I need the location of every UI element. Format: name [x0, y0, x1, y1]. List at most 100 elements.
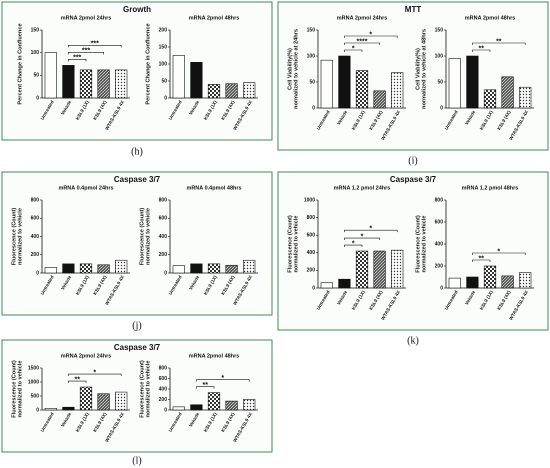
- panel-label: (l): [132, 455, 141, 466]
- y-axis-label: Fluorescence (Count): [11, 208, 17, 266]
- y-axis-label: Fluorescence (Count): [139, 208, 145, 266]
- y-tick-label: 200: [159, 397, 168, 403]
- y-tick-label: 100: [31, 50, 40, 56]
- y-tick-label: 200: [31, 252, 40, 258]
- y-tick-label: 100: [159, 61, 168, 67]
- panel-label: (j): [132, 320, 141, 331]
- bar: [207, 84, 221, 99]
- chart-title: mRNA 1.2 pmol 24hrs: [334, 185, 391, 191]
- chart-title: mRNA 0.4pmol 48hrs: [186, 185, 241, 191]
- y-tick-label: 200: [435, 263, 444, 269]
- y-tick-label: 200: [159, 27, 168, 33]
- significance-bracket: [472, 252, 526, 255]
- y-axis-label: Percent Change in Confluence: [17, 23, 23, 104]
- significance-label: *: [369, 226, 372, 233]
- significance-bracket: [196, 386, 215, 389]
- bar: [373, 250, 386, 289]
- panel-heading: Caspase 3/7: [114, 175, 161, 184]
- bar: [243, 82, 256, 99]
- bar: [501, 275, 514, 289]
- significance-label: *: [221, 375, 224, 382]
- y-axis-label: normalized to vehicle at 48hrs: [421, 29, 427, 109]
- significance-bracket: [196, 379, 250, 382]
- y-axis-label: Cell Viability(%): [415, 48, 421, 90]
- y-tick-label: 600: [435, 219, 444, 225]
- significance-bracket: [472, 49, 491, 52]
- bar: [320, 59, 333, 109]
- bar: [519, 272, 532, 289]
- bar: [97, 264, 110, 274]
- bar: [79, 69, 93, 99]
- bar: [355, 70, 369, 109]
- y-tick-label: 0: [312, 105, 315, 111]
- significance-bracket: [344, 237, 380, 241]
- chart-title: mRNA 2pmol 24hrs: [61, 15, 112, 21]
- y-tick-label: 0: [440, 105, 443, 111]
- significance-label: **: [478, 45, 484, 52]
- y-tick-label: 100: [307, 53, 316, 59]
- y-tick-label: 150: [159, 44, 168, 50]
- y-axis-label: normalized to vehicle: [145, 208, 151, 265]
- bar: [225, 83, 238, 99]
- chart-title: mRNA 2pmol 24hrs: [61, 353, 112, 359]
- y-tick-label: 400: [31, 234, 40, 240]
- bar: [62, 263, 75, 274]
- bar: [44, 52, 57, 99]
- y-tick-label: 50: [437, 79, 443, 85]
- significance-bracket: [68, 52, 104, 55]
- bar: [207, 263, 221, 274]
- y-tick-label: 200: [307, 268, 316, 274]
- bar: [320, 282, 333, 289]
- bar: [97, 393, 110, 411]
- bar: [62, 65, 75, 99]
- significance-bracket: [68, 45, 122, 48]
- significance-bracket: [68, 380, 87, 384]
- y-tick-label: 800: [307, 215, 316, 221]
- bar: [373, 90, 386, 109]
- chart-title: mRNA 2pmol 24hrs: [337, 15, 388, 21]
- y-tick-label: 1000: [304, 197, 315, 203]
- y-axis-label: normalized to vehicle: [17, 361, 23, 418]
- chart-title: mRNA 2pmol 48hrs: [189, 353, 240, 359]
- y-axis-label: normalized to vehicle: [421, 216, 427, 273]
- panel-label: (i): [408, 155, 417, 166]
- significance-bracket: [344, 42, 380, 45]
- y-tick-label: 150: [435, 27, 444, 33]
- panel-heading: Caspase 3/7: [114, 343, 161, 352]
- panel-heading: MTT: [405, 5, 422, 14]
- bar: [172, 55, 185, 99]
- panel-heading: Growth: [123, 5, 151, 14]
- y-tick-label: 1000: [28, 379, 39, 385]
- y-tick-label: 0: [440, 285, 443, 291]
- significance-bracket: [472, 42, 526, 45]
- panel-frame: [277, 171, 549, 331]
- y-tick-label: 1500: [28, 365, 39, 371]
- bar: [172, 406, 185, 411]
- y-tick-label: 100: [435, 53, 444, 59]
- bar: [483, 89, 497, 109]
- y-axis-label: Fluorescence (Count): [415, 215, 421, 273]
- significance-label: ***: [91, 41, 99, 48]
- panel-frame: [1, 339, 273, 453]
- significance-bracket: [68, 373, 122, 377]
- significance-label: *: [369, 31, 372, 38]
- bar: [448, 277, 461, 289]
- significance-label: **: [478, 255, 484, 262]
- significance-label: **: [202, 382, 208, 389]
- significance-label: *: [352, 45, 355, 52]
- panel-label: (h): [131, 146, 143, 157]
- significance-label: *: [361, 233, 364, 240]
- significance-label: ***: [73, 55, 81, 62]
- significance-bracket: [472, 259, 491, 262]
- bar: [338, 55, 351, 109]
- y-tick-label: 0: [164, 407, 167, 413]
- y-tick-label: 0: [164, 270, 167, 276]
- chart-title: mRNA 2pmol 48hrs: [189, 15, 240, 21]
- bar: [207, 392, 221, 411]
- panel-frame: [1, 171, 273, 316]
- y-tick-label: 600: [159, 216, 168, 222]
- significance-label: ***: [82, 48, 90, 55]
- bar: [44, 408, 57, 411]
- y-tick-label: 150: [307, 27, 316, 33]
